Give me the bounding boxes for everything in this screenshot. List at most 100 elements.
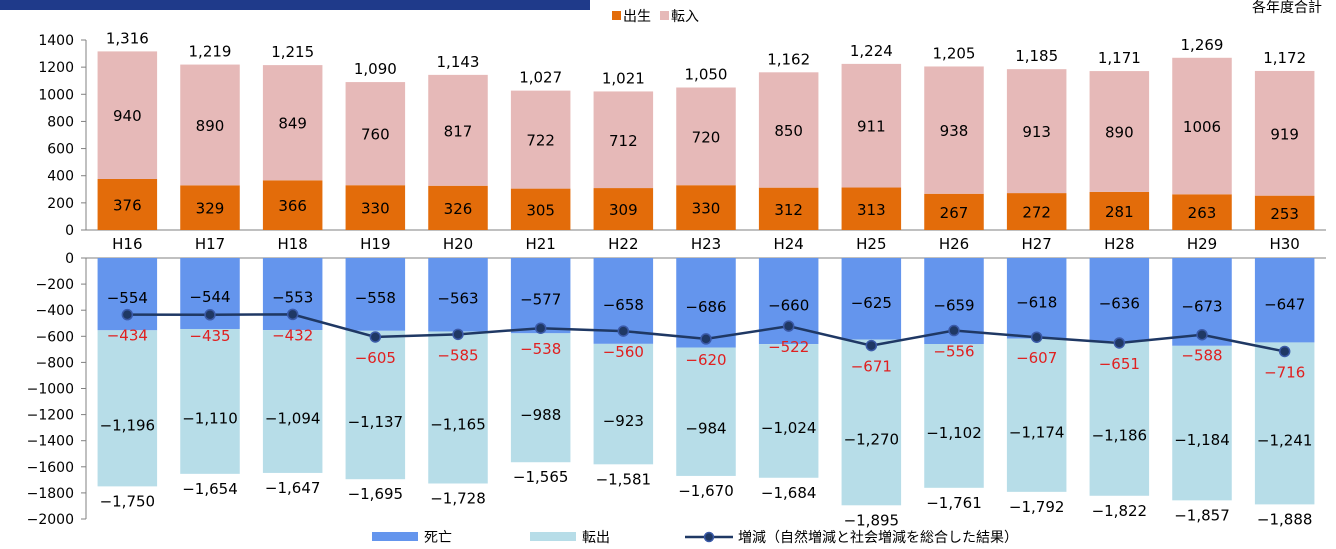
- move-in-value-label: 1006: [1183, 118, 1221, 136]
- death-bar: [676, 258, 736, 348]
- birth-value-label: 281: [1105, 203, 1134, 221]
- bottom-total-label: −1,581: [596, 470, 652, 488]
- top-y-tick-label: 1400: [38, 33, 74, 49]
- legend-birth-label: 出生: [623, 9, 651, 25]
- net-change-point: [286, 308, 299, 321]
- move-out-bar: [1254, 342, 1315, 505]
- death-value-label: −563: [437, 289, 478, 307]
- bottom-total-label: −1,647: [265, 479, 321, 497]
- move-out-value-label: −1,241: [1257, 431, 1313, 449]
- move-out-bar: [841, 339, 902, 506]
- move-out-bar: [1089, 340, 1150, 496]
- move-in-bar: [1089, 71, 1150, 192]
- net-change-value-label: −522: [768, 338, 809, 356]
- net-change-point: [1196, 328, 1208, 341]
- move-out-value-label: −1,270: [844, 430, 900, 448]
- legend-move-in-swatch: [660, 11, 669, 20]
- bottom-total-label: −1,750: [100, 492, 156, 510]
- bottom-total-label: −1,895: [844, 511, 900, 529]
- net-change-value-label: −607: [1016, 349, 1057, 367]
- move-out-value-label: −1,137: [348, 413, 404, 431]
- death-value-label: −636: [1099, 295, 1140, 313]
- bottom-total-label: −1,684: [761, 484, 817, 502]
- legend-death-swatch: [372, 532, 418, 541]
- net-change-value-label: −716: [1264, 363, 1305, 381]
- top-total-label: 1,021: [602, 69, 645, 87]
- move-out-value-label: −984: [685, 420, 726, 438]
- net-change-point: [865, 339, 878, 352]
- bottom-total-label: −1,857: [1174, 506, 1230, 524]
- death-value-label: −647: [1264, 295, 1305, 313]
- move-in-bar: [180, 64, 240, 186]
- top-total-label: 1,050: [685, 66, 728, 84]
- death-value-label: −660: [768, 296, 809, 314]
- top-total-label: 1,143: [437, 53, 480, 71]
- top-total-label: 1,269: [1181, 36, 1224, 54]
- category-label: H16: [112, 235, 142, 253]
- category-label: H28: [1104, 235, 1134, 253]
- birth-bar: [510, 188, 571, 230]
- birth-value-label: 272: [1022, 204, 1051, 222]
- move-in-value-label: 938: [940, 122, 969, 140]
- birth-bar: [924, 193, 984, 230]
- net-change-point: [1278, 345, 1291, 358]
- move-in-value-label: 720: [692, 128, 721, 146]
- bottom-y-tick-label: −1600: [27, 460, 74, 476]
- death-value-label: −553: [272, 289, 313, 307]
- birth-value-label: 305: [526, 201, 555, 219]
- birth-bar: [841, 187, 902, 230]
- death-value-label: −554: [107, 289, 148, 307]
- birth-value-label: 326: [444, 200, 473, 218]
- death-bar: [1254, 258, 1315, 343]
- move-in-value-label: 817: [444, 122, 473, 140]
- move-in-value-label: 760: [361, 126, 390, 144]
- birth-value-label: 376: [113, 196, 142, 214]
- move-in-bar: [1006, 69, 1067, 194]
- death-value-label: −558: [355, 289, 396, 307]
- move-out-value-label: −988: [520, 406, 561, 424]
- death-value-label: −544: [189, 288, 230, 306]
- move-in-bar: [428, 74, 488, 186]
- net-change-value-label: −588: [1181, 347, 1222, 365]
- move-in-bar: [758, 72, 819, 188]
- move-out-value-label: −1,102: [926, 424, 982, 442]
- net-change-point: [452, 328, 464, 341]
- move-out-bar: [593, 343, 654, 465]
- legend-death-label: 死亡: [424, 530, 452, 546]
- bottom-y-tick-label: −400: [36, 303, 74, 319]
- birth-bar: [758, 187, 819, 230]
- move-out-bar: [510, 333, 571, 463]
- birth-bar: [676, 185, 736, 230]
- top-total-label: 1,215: [271, 43, 314, 61]
- death-value-label: −577: [520, 290, 561, 308]
- top-y-tick-label: 0: [65, 223, 74, 239]
- death-value-label: −625: [851, 294, 892, 312]
- birth-bar: [1254, 195, 1315, 230]
- death-value-label: −673: [1181, 297, 1222, 315]
- category-label: H30: [1269, 235, 1299, 253]
- category-label: H27: [1021, 235, 1051, 253]
- birth-value-label: 253: [1270, 205, 1299, 223]
- category-label: H25: [856, 235, 886, 253]
- category-label: H21: [525, 235, 555, 253]
- net-change-point: [700, 333, 712, 345]
- move-in-value-label: 890: [1105, 123, 1134, 141]
- birth-bar: [262, 180, 323, 230]
- move-out-value-label: −1,186: [1092, 426, 1148, 444]
- top-y-tick-label: 400: [47, 169, 74, 185]
- death-value-label: −686: [685, 298, 726, 316]
- move-out-bar: [1172, 345, 1232, 501]
- move-out-value-label: −1,165: [430, 415, 486, 433]
- net-change-point: [948, 324, 960, 337]
- header-accent-bar: [0, 0, 590, 10]
- move-in-value-label: 940: [113, 107, 142, 125]
- bottom-total-label: −1,654: [182, 480, 238, 498]
- birth-value-label: 263: [1188, 204, 1217, 222]
- move-out-bar: [428, 331, 488, 484]
- net-change-value-label: −556: [933, 343, 974, 361]
- top-y-tick-label: 800: [47, 114, 74, 130]
- move-in-bar: [1254, 70, 1315, 196]
- net-change-value-label: −620: [685, 351, 726, 369]
- move-out-bar: [758, 344, 819, 478]
